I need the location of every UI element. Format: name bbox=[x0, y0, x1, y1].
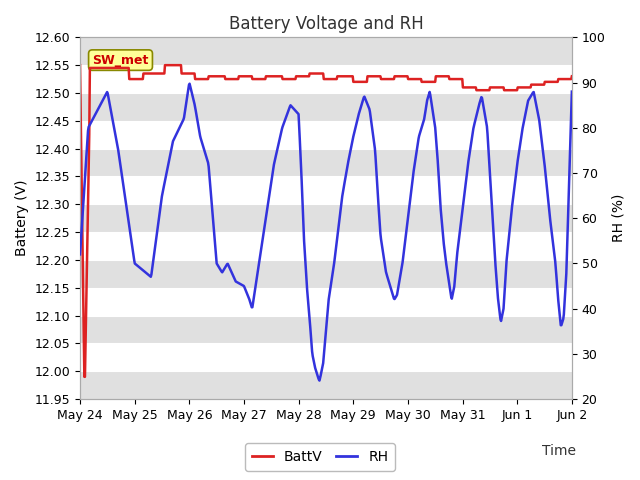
Bar bbox=[80, 37, 572, 65]
Title: Battery Voltage and RH: Battery Voltage and RH bbox=[228, 15, 423, 33]
Legend: BattV, RH: BattV, RH bbox=[244, 443, 396, 471]
Bar bbox=[80, 315, 572, 343]
Y-axis label: RH (%): RH (%) bbox=[611, 194, 625, 242]
Text: Time: Time bbox=[542, 444, 576, 458]
Y-axis label: Battery (V): Battery (V) bbox=[15, 180, 29, 256]
Bar bbox=[80, 204, 572, 232]
Bar bbox=[80, 371, 572, 399]
Text: SW_met: SW_met bbox=[92, 54, 148, 67]
Bar bbox=[80, 149, 572, 177]
Bar bbox=[80, 93, 572, 121]
Bar bbox=[80, 260, 572, 288]
